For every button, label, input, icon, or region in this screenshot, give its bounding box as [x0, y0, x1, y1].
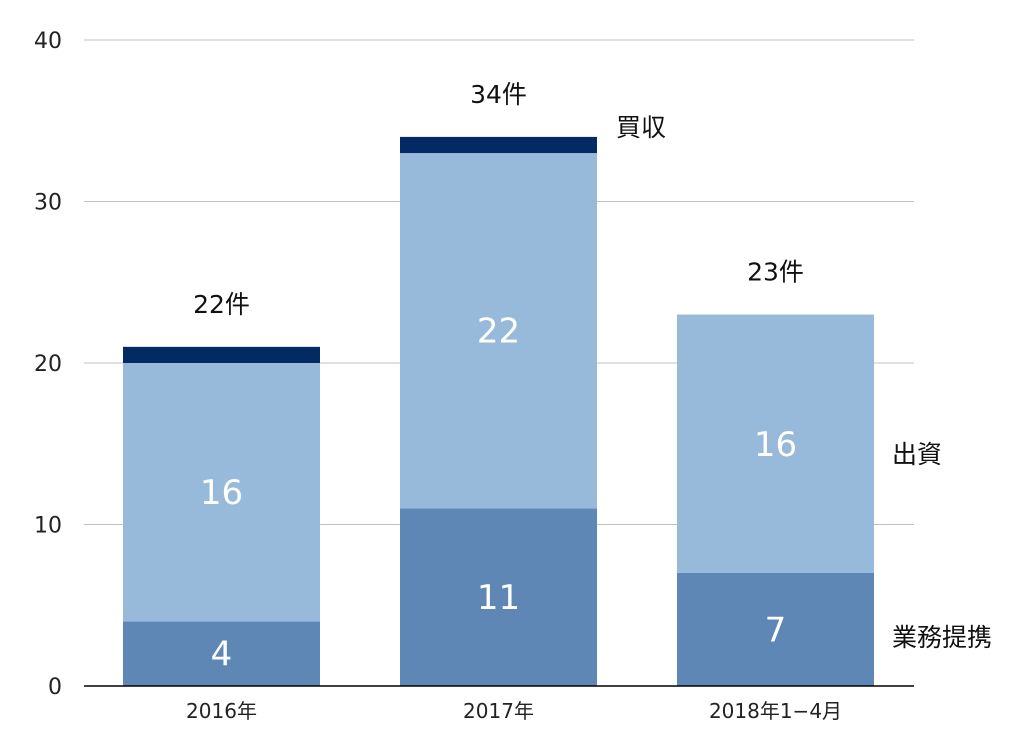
y-tick-label: 30 [34, 191, 62, 216]
total-label: 23件 [747, 258, 804, 287]
data-label: 22 [477, 312, 520, 352]
bar-segment [400, 508, 597, 686]
x-tick-label: 2016年 [186, 699, 257, 723]
data-label: 16 [754, 425, 797, 465]
data-label: 11 [477, 578, 520, 618]
y-axis: 0 10 20 30 40 [34, 29, 62, 700]
total-label: 34件 [470, 80, 527, 109]
x-axis: 2016年 2017年 2018年1−4月 [84, 685, 914, 723]
data-label: 16 [200, 473, 243, 513]
data-label: 4 [211, 635, 233, 675]
y-tick-label: 20 [34, 352, 62, 377]
bar-segment [123, 621, 320, 686]
legend-entry: 業務提携 [892, 623, 992, 652]
bar-segment [400, 136, 597, 154]
y-tick-label: 0 [48, 675, 62, 700]
bar-segment [677, 314, 874, 573]
legend-entry: 出資 [892, 440, 942, 469]
legend-entry: 買収 [616, 113, 666, 142]
bar-segment [123, 346, 320, 363]
x-tick-label: 2017年 [463, 699, 534, 723]
y-tick-label: 40 [34, 29, 62, 54]
bar-segment [677, 572, 874, 686]
y-tick-label: 10 [34, 514, 62, 539]
x-tick-label: 2018年1−4月 [709, 699, 842, 723]
total-label: 22件 [193, 290, 250, 319]
bar-segment [123, 363, 320, 622]
bars: 4 16 22件 11 22 34件 7 16 23件 [123, 80, 874, 686]
legend: 業務提携 出資 買収 [616, 113, 992, 652]
data-label: 7 [765, 610, 787, 650]
bar-segment [400, 153, 597, 509]
